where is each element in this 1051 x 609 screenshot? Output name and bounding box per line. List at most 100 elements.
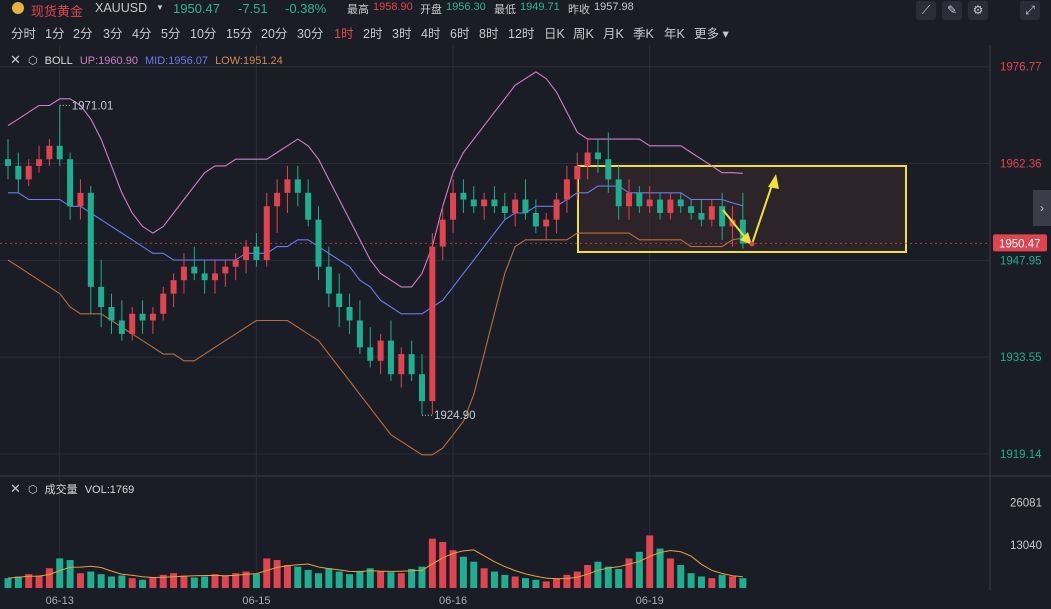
candle-body <box>677 199 684 207</box>
candle-body <box>636 192 643 207</box>
boll-up-value: UP:1960.90 <box>79 55 138 67</box>
timeframe-7[interactable]: 15分 <box>226 27 253 41</box>
candle-body <box>263 206 270 260</box>
volume-bar <box>729 576 736 588</box>
volume-value: VOL:1769 <box>84 484 135 496</box>
volume-bar <box>14 576 22 588</box>
volume-bar <box>4 578 12 588</box>
volume-bar <box>149 577 157 588</box>
candle-body <box>584 152 591 166</box>
timeframe-16[interactable]: 12时 <box>508 27 535 41</box>
candle-body <box>450 192 457 220</box>
close-indicator-icon[interactable]: ✕ <box>10 52 21 67</box>
volume-bar <box>273 560 281 588</box>
gold-coin-icon <box>12 2 24 14</box>
candle-body <box>543 219 550 227</box>
timeframe-6[interactable]: 10分 <box>190 27 217 41</box>
volume-bar <box>532 579 540 588</box>
pencil-icon[interactable]: ✎ <box>942 1 962 20</box>
volume-bar <box>211 574 219 588</box>
close-volume-icon[interactable]: ✕ <box>10 481 21 496</box>
timeframe-4[interactable]: 4分 <box>132 27 152 41</box>
settings-icon[interactable]: ⚙ <box>968 1 988 20</box>
open-value: 1956.30 <box>446 1 486 13</box>
volume-bar <box>118 575 126 588</box>
hexagon-volume-icon[interactable]: ⬡ <box>27 484 38 496</box>
timeframe-10[interactable]: 1时 <box>334 27 354 41</box>
timeframe-18[interactable]: 周K <box>573 27 594 41</box>
candle-body <box>336 293 343 308</box>
candle-body <box>460 192 467 200</box>
timeframe-21[interactable]: 年K <box>664 27 685 41</box>
chart-toolbar: ⟋ ✎ ⚙ ⤢ <box>916 1 1046 21</box>
volume-bar <box>263 558 271 588</box>
price-tick-label: 1933.55 <box>1000 352 1042 364</box>
timeframe-3[interactable]: 3分 <box>103 27 123 41</box>
timeframe-14[interactable]: 6时 <box>450 27 470 41</box>
volume-bar <box>387 572 395 588</box>
prev-close-label: 昨收 <box>568 4 590 16</box>
volume-bar <box>397 573 405 588</box>
candle-body <box>325 266 332 294</box>
candle-body <box>315 219 322 267</box>
volume-bar <box>190 577 198 588</box>
volume-bar <box>708 578 716 588</box>
candle-body <box>491 199 498 207</box>
candle-body <box>553 199 560 220</box>
timeframe-1[interactable]: 1分 <box>45 27 65 41</box>
timeframe-11[interactable]: 2时 <box>363 27 383 41</box>
timeframe-15[interactable]: 8时 <box>479 27 499 41</box>
high-value: 1958.90 <box>373 1 413 13</box>
timeframe-5[interactable]: 5分 <box>161 27 181 41</box>
fullscreen-icon[interactable]: ⤢ <box>1020 1 1040 20</box>
timeframe-9[interactable]: 30分 <box>297 27 324 41</box>
price-tick-label: 1919.14 <box>1000 449 1042 461</box>
candle-body <box>377 340 384 361</box>
candle-body <box>387 340 394 375</box>
volume-bar <box>739 578 747 588</box>
boll-upper-line <box>7 71 743 288</box>
timeframe-20[interactable]: 季K <box>633 27 654 41</box>
volume-bar <box>108 576 115 588</box>
timeframe-12[interactable]: 3时 <box>392 27 412 41</box>
volume-bar <box>490 571 498 588</box>
volume-bar <box>459 556 467 588</box>
volume-bar <box>677 564 685 588</box>
timeframe-8[interactable]: 20分 <box>261 27 288 41</box>
volume-bar <box>501 574 509 588</box>
candle-body <box>160 293 167 314</box>
candle-body <box>470 199 477 207</box>
volume-bar <box>304 569 312 588</box>
candle-body <box>222 266 229 274</box>
hexagon-settings-icon[interactable]: ⬡ <box>27 55 38 67</box>
volume-bar <box>180 575 188 588</box>
last-price-dot <box>749 241 755 247</box>
timeframe-13[interactable]: 4时 <box>421 27 441 41</box>
candle-body <box>646 199 653 207</box>
timeframe-2[interactable]: 2分 <box>73 27 93 41</box>
timeframe-19[interactable]: 月K <box>603 27 624 41</box>
symbol-code[interactable]: XAUUSD <box>95 1 148 15</box>
candle-body <box>67 159 74 207</box>
timeframe-17[interactable]: 日K <box>544 27 565 41</box>
timeframe-0[interactable]: 分时 <box>11 27 37 41</box>
volume-bar <box>325 568 333 588</box>
candle-body <box>294 179 301 193</box>
chevron-right-icon[interactable]: › <box>1033 190 1051 226</box>
symbol-dropdown-icon[interactable]: ▼ <box>156 3 164 12</box>
candle-body <box>563 179 570 200</box>
candle-body <box>346 307 353 321</box>
timeframe-22[interactable]: 更多 ▾ <box>694 27 729 41</box>
volume-bar <box>553 578 561 588</box>
low-marker-label: 1924.90 <box>434 410 476 422</box>
volume-bar <box>542 581 550 588</box>
line-tool-icon[interactable]: ⟋ <box>916 1 936 20</box>
symbol-name[interactable]: 现货黄金 <box>31 4 84 19</box>
volume-bar <box>56 558 64 588</box>
candle-body <box>232 260 239 267</box>
volume-bar <box>625 558 633 588</box>
candle-body <box>356 320 363 348</box>
volume-bar <box>377 571 385 588</box>
candle-body <box>688 206 695 213</box>
